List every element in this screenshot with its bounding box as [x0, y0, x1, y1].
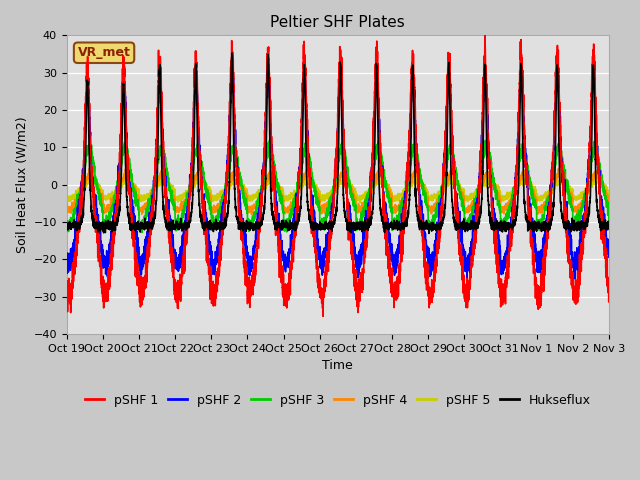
Y-axis label: Soil Heat Flux (W/m2): Soil Heat Flux (W/m2): [15, 117, 28, 253]
X-axis label: Time: Time: [323, 360, 353, 372]
Title: Peltier SHF Plates: Peltier SHF Plates: [271, 15, 405, 30]
Legend: pSHF 1, pSHF 2, pSHF 3, pSHF 4, pSHF 5, Hukseflux: pSHF 1, pSHF 2, pSHF 3, pSHF 4, pSHF 5, …: [80, 389, 596, 411]
Text: VR_met: VR_met: [77, 46, 131, 59]
